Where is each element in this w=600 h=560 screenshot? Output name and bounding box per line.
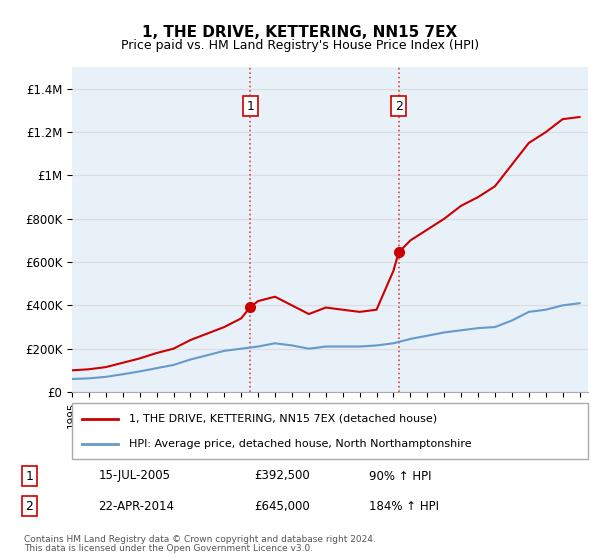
Text: 1, THE DRIVE, KETTERING, NN15 7EX (detached house): 1, THE DRIVE, KETTERING, NN15 7EX (detac…: [129, 414, 437, 424]
Text: 1: 1: [247, 100, 254, 113]
Text: 1, THE DRIVE, KETTERING, NN15 7EX: 1, THE DRIVE, KETTERING, NN15 7EX: [142, 25, 458, 40]
Text: Contains HM Land Registry data © Crown copyright and database right 2024.: Contains HM Land Registry data © Crown c…: [24, 535, 376, 544]
Text: This data is licensed under the Open Government Licence v3.0.: This data is licensed under the Open Gov…: [24, 544, 313, 553]
Text: 2: 2: [25, 500, 33, 513]
Text: 15-JUL-2005: 15-JUL-2005: [98, 469, 170, 483]
Text: 1: 1: [25, 469, 33, 483]
FancyBboxPatch shape: [72, 403, 588, 459]
Text: Price paid vs. HM Land Registry's House Price Index (HPI): Price paid vs. HM Land Registry's House …: [121, 39, 479, 52]
Text: £392,500: £392,500: [254, 469, 310, 483]
Text: HPI: Average price, detached house, North Northamptonshire: HPI: Average price, detached house, Nort…: [129, 438, 472, 449]
Text: 22-APR-2014: 22-APR-2014: [98, 500, 175, 513]
Text: 90% ↑ HPI: 90% ↑ HPI: [369, 469, 431, 483]
Text: 184% ↑ HPI: 184% ↑ HPI: [369, 500, 439, 513]
Text: £645,000: £645,000: [254, 500, 310, 513]
Text: 2: 2: [395, 100, 403, 113]
